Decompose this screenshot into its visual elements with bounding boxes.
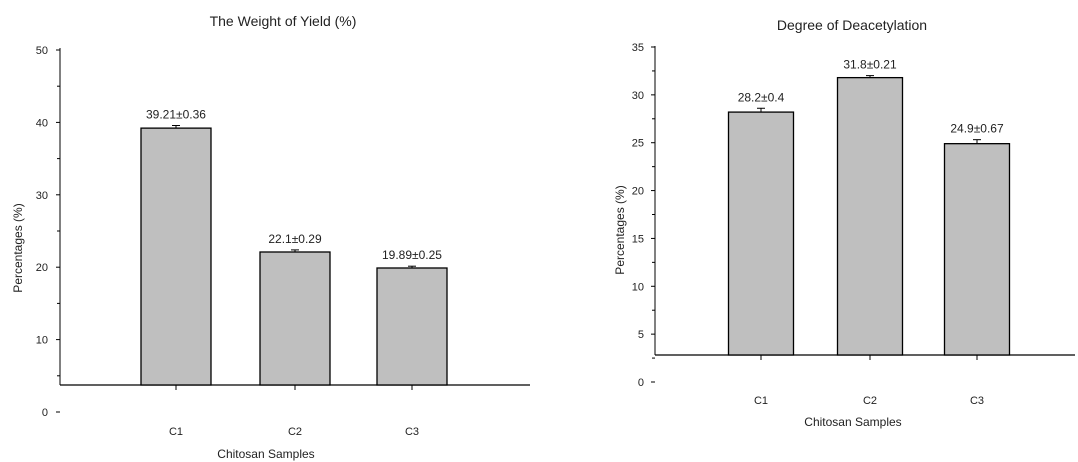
y-tick-label: 25 [632,138,644,150]
data-label: 22.1±0.29 [268,232,322,246]
y-tick-label: 0 [638,377,644,389]
data-label: 39.21±0.36 [146,108,206,122]
y-tick-label: 35 [632,42,644,54]
y-tick-label: 10 [632,281,644,293]
y-tick-label: 15 [632,233,644,245]
data-label: 24.9±0.67 [950,122,1004,136]
y-tick-label: 10 [36,335,48,347]
chart-title: Degree of Deacetylation [777,17,927,33]
x-axis-title: Chitosan Samples [217,447,314,461]
y-axis-title: Percentages (%) [613,185,627,274]
x-tick-label: C2 [288,426,302,438]
y-tick-label: 40 [36,117,48,129]
y-tick-label: 50 [36,45,48,57]
x-tick-label: C1 [169,426,183,438]
bar-c3 [943,143,1011,356]
chart-degree-of-deacetylation-svg: Degree of Deacetylation Percentages (%) … [613,17,1075,429]
x-tick-label: C3 [970,395,984,407]
bar-c1 [140,127,212,386]
chart-weight-of-yield: The Weight of Yield (%) Percentages (%) … [11,13,530,461]
x-tick-label: C1 [754,395,768,407]
chart-degree-of-deacetylation: Degree of Deacetylation Percentages (%) … [560,0,1078,462]
y-tick-label: 20 [632,186,644,198]
y-tick-label: 0 [42,407,48,419]
data-label: 31.8±0.21 [843,58,897,72]
x-tick-label: C2 [863,395,877,407]
x-tick-label: C3 [405,426,419,438]
x-axis-title: Chitosan Samples [804,415,901,429]
data-label: 19.89±0.25 [382,248,442,262]
y-tick-label: 30 [632,90,644,102]
chart-weight-of-yield-svg: The Weight of Yield (%) Percentages (%) … [11,13,530,461]
bar-c2 [259,251,331,386]
chart-title: The Weight of Yield (%) [210,13,357,29]
data-label: 28.2±0.4 [738,90,785,104]
y-tick-label: 30 [36,190,48,202]
bar-c3 [376,267,448,386]
bar-c1 [727,111,795,356]
y-tick-label: 5 [638,329,644,341]
bar-c2 [836,76,904,356]
y-axis-title: Percentages (%) [11,203,25,292]
y-tick-label: 20 [36,262,48,274]
